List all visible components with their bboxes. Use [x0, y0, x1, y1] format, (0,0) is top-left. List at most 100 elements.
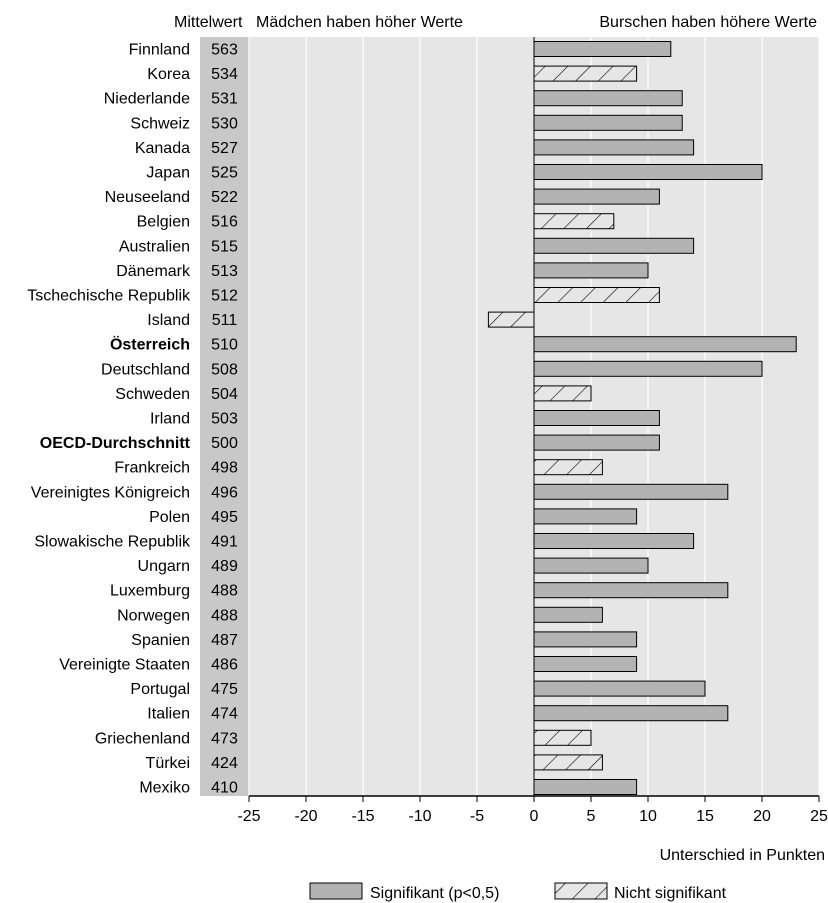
- header-mean: Mittelwert: [174, 14, 243, 31]
- bar-korea: [533, 65, 638, 82]
- mean-value: 500: [211, 435, 238, 452]
- legend-swatch-not-significant: [554, 882, 608, 900]
- mean-value: 534: [211, 66, 238, 83]
- mean-value: 516: [211, 214, 238, 231]
- bar-griechenland: [533, 729, 592, 746]
- bar-türkei: [533, 754, 603, 771]
- category-label: Australien: [119, 238, 190, 255]
- mean-value: 510: [211, 337, 238, 354]
- mean-value: 563: [211, 42, 238, 59]
- x-tick-label: -5: [470, 808, 484, 825]
- x-axis-label: Unterschied in Punkten: [660, 847, 825, 864]
- mean-value: 475: [211, 681, 238, 698]
- legend-label-not-significant: Nicht signifikant: [614, 885, 727, 902]
- category-label: Finnland: [129, 42, 190, 59]
- x-tick-label: 10: [639, 808, 657, 825]
- bar-finnland: [533, 41, 672, 57]
- category-label: Spanien: [131, 632, 190, 649]
- bar-oecd-durchschnitt: [533, 434, 660, 451]
- mean-value: 473: [211, 730, 238, 747]
- bar-spanien: [533, 631, 638, 648]
- category-labels: Finnland Korea Niederlande Schweiz Kanada Jap…: [27, 42, 191, 797]
- bar-ungarn: [533, 557, 649, 574]
- category-label: Polen: [149, 509, 190, 526]
- mean-value: 503: [211, 411, 238, 428]
- bar-slowakische-republik: [533, 533, 695, 549]
- mean-value: 504: [211, 386, 238, 403]
- category-label: Vereinigte Staaten: [59, 657, 190, 674]
- mean-value: 496: [211, 484, 238, 501]
- mean-value: 508: [211, 361, 238, 378]
- bar-norwegen: [533, 606, 603, 623]
- mean-value: 527: [211, 140, 238, 157]
- bar-belgien: [533, 213, 615, 230]
- bar-österreich: [533, 336, 797, 353]
- x-axis-ticks: -25 -20 -15 -10 -5 0 5 10 15 20 25: [237, 796, 828, 825]
- x-tick-label: 5: [587, 808, 596, 825]
- bar-mexiko: [533, 779, 638, 795]
- x-tick-label: 20: [753, 808, 771, 825]
- x-tick-label: -25: [237, 808, 260, 825]
- legend-swatch-significant: [309, 882, 363, 900]
- mean-value: 486: [211, 657, 238, 674]
- bar-luxemburg: [533, 582, 729, 599]
- mean-value: 495: [211, 509, 238, 526]
- header-boys: Burschen haben höhere Werte: [599, 14, 817, 31]
- mean-value: 515: [211, 238, 238, 255]
- bar-tschechische-republik: [533, 287, 660, 303]
- mean-value: 488: [211, 607, 238, 624]
- mean-value: 498: [211, 460, 238, 477]
- category-label: Japan: [146, 165, 190, 182]
- bars-group: [487, 41, 797, 795]
- category-label: Norwegen: [117, 607, 190, 624]
- mean-value: 513: [211, 263, 238, 280]
- category-label: Portugal: [130, 681, 190, 698]
- mean-value: 530: [211, 115, 238, 132]
- bar-polen: [533, 508, 638, 525]
- category-label: Vereinigtes Königreich: [31, 484, 190, 501]
- category-label: Ungarn: [138, 558, 190, 575]
- mean-value: 410: [211, 780, 238, 797]
- bar-kanada: [533, 139, 695, 156]
- category-label: Frankreich: [114, 460, 190, 477]
- category-label: Türkei: [146, 755, 190, 772]
- bar-niederlande: [533, 90, 683, 107]
- bar-deutschland: [533, 360, 763, 377]
- bar-irland: [533, 410, 660, 426]
- category-label: OECD-Durchschnitt: [40, 435, 191, 452]
- category-label: Tschechische Republik: [27, 288, 191, 305]
- bar-frankreich: [533, 459, 603, 476]
- category-label: Belgien: [137, 214, 190, 231]
- mean-value: 474: [211, 706, 238, 723]
- category-label: Kanada: [135, 140, 190, 157]
- category-label: Slowakische Republik: [34, 534, 191, 551]
- header-girls: Mädchen haben höher Werte: [256, 14, 463, 31]
- bar-italien: [533, 705, 729, 722]
- category-label: Irland: [150, 411, 190, 428]
- category-label: Schweden: [115, 386, 190, 403]
- bar-schweiz: [533, 114, 683, 131]
- bar-japan: [533, 164, 763, 180]
- mean-value: 531: [211, 91, 238, 108]
- x-tick-label: -15: [351, 808, 374, 825]
- mean-value: 525: [211, 165, 238, 182]
- x-tick-label: 25: [810, 808, 828, 825]
- category-label: Griechenland: [95, 730, 190, 747]
- bar-dänemark: [533, 262, 649, 279]
- bar-vereinigtes-königreich: [533, 483, 729, 500]
- bar-neuseeland: [533, 188, 660, 205]
- category-label: Schweiz: [130, 115, 190, 132]
- category-label: Dänemark: [116, 263, 191, 280]
- mean-value: 424: [211, 755, 238, 772]
- category-label: Deutschland: [101, 361, 190, 378]
- category-label: Luxemburg: [110, 583, 190, 600]
- category-label: Mexiko: [139, 780, 190, 797]
- category-label: Neuseeland: [105, 189, 190, 206]
- mean-column: [200, 37, 249, 796]
- bar-vereinigte-staaten: [533, 656, 638, 672]
- category-label: Island: [147, 312, 190, 329]
- mean-values: 563 534 531 530 527 525 522 516 515 513 512 511 510 5…: [211, 42, 238, 797]
- category-label: Niederlande: [104, 91, 190, 108]
- mean-value: 489: [211, 558, 238, 575]
